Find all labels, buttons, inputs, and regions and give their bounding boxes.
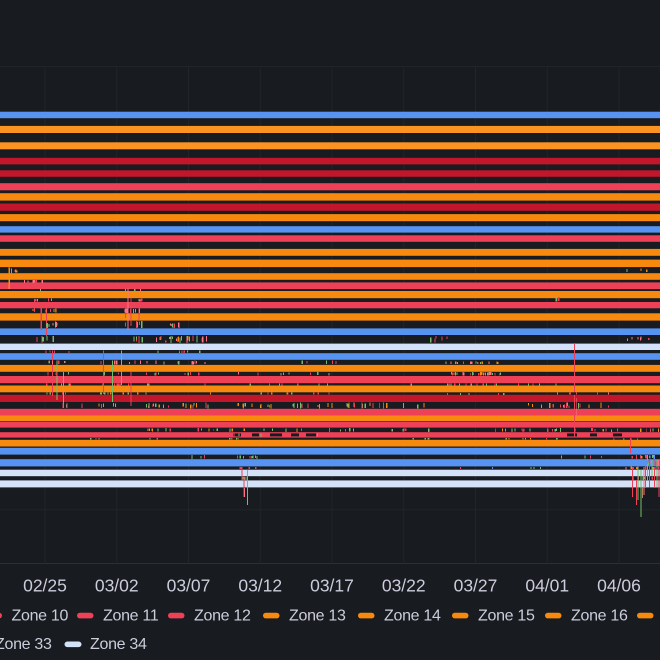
svg-text:Zone 33: Zone 33 (0, 636, 52, 653)
svg-text:03/07: 03/07 (167, 576, 211, 596)
svg-text:Zone 14: Zone 14 (384, 608, 441, 625)
svg-text:Zone 12: Zone 12 (194, 608, 251, 625)
svg-text:03/12: 03/12 (238, 576, 282, 596)
svg-text:Zone 13: Zone 13 (289, 608, 346, 625)
svg-text:03/27: 03/27 (454, 576, 498, 596)
svg-text:Zone 11: Zone 11 (103, 608, 159, 625)
svg-text:03/22: 03/22 (382, 576, 426, 596)
svg-text:Zone 16: Zone 16 (571, 608, 628, 625)
svg-text:04/06: 04/06 (597, 576, 641, 596)
svg-text:02/25: 02/25 (23, 576, 67, 596)
svg-text:Zone 34: Zone 34 (90, 636, 147, 653)
svg-text:03/02: 03/02 (95, 576, 139, 596)
svg-text:03/17: 03/17 (310, 576, 354, 596)
svg-text:04/01: 04/01 (525, 576, 569, 596)
svg-text:Zone 15: Zone 15 (478, 608, 535, 625)
svg-text:Zone 10: Zone 10 (12, 608, 69, 625)
